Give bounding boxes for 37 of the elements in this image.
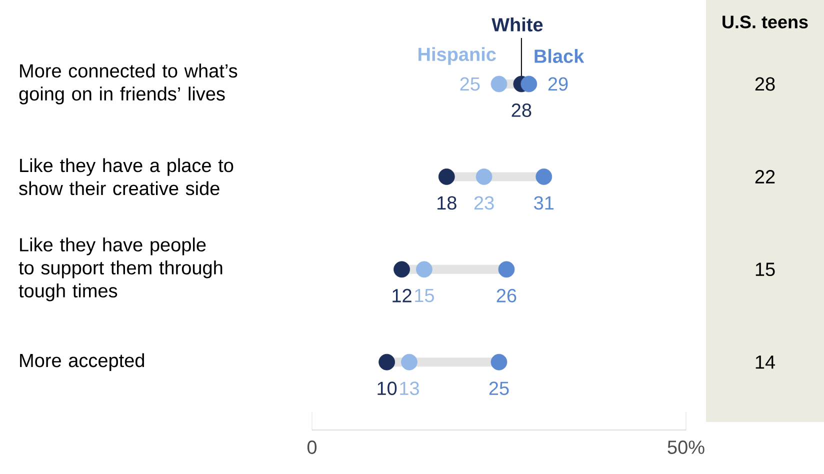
data-label: 28 <box>755 77 775 91</box>
point <box>401 354 418 370</box>
x-tick-label: 50% <box>668 440 704 454</box>
point <box>416 261 432 278</box>
point <box>394 261 410 278</box>
point <box>476 168 492 185</box>
series-label: Hispanic <box>418 47 496 65</box>
data-label: 29 <box>548 77 568 91</box>
point <box>438 168 455 185</box>
point <box>490 354 508 370</box>
data-label: 15 <box>756 262 775 276</box>
point <box>498 261 515 278</box>
series-label: Black <box>534 49 584 63</box>
y-tick-label: More accepted <box>20 353 144 371</box>
data-label: 31 <box>534 196 554 210</box>
y-tick-label: Like they have a place to show their creative side <box>19 158 234 196</box>
data-label: 10 <box>378 382 397 396</box>
data-label: 15 <box>415 288 434 302</box>
data-label: 22 <box>755 170 775 184</box>
data-label: 28 <box>512 104 532 117</box>
data-label: 13 <box>400 382 419 396</box>
data-label: 26 <box>496 288 516 302</box>
point <box>378 354 395 370</box>
data-label: 18 <box>438 196 456 210</box>
text: White <box>492 18 543 32</box>
data-label: 12 <box>392 288 412 302</box>
data-label: 14 <box>756 356 776 369</box>
x-tick-label: 0 <box>307 440 317 454</box>
y-tick-label: Like they have people to support them through tough times <box>18 238 222 302</box>
point <box>520 76 538 92</box>
text: U.S. teens <box>722 16 808 28</box>
point <box>490 76 508 92</box>
data-label: 23 <box>474 196 494 210</box>
point <box>536 168 552 185</box>
y-tick-label: More connected to what’s going on in friends’ lives <box>19 64 238 104</box>
data-label: 25 <box>489 382 509 396</box>
data-label: 25 <box>460 77 480 91</box>
